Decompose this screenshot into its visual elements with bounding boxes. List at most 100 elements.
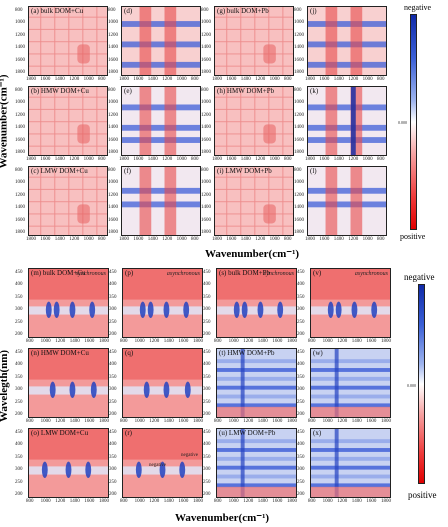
x-tick: 1800 xyxy=(26,237,36,242)
y-tick: 1600 xyxy=(201,57,211,63)
x-tick: 1000 xyxy=(176,77,187,82)
x-tick: 1000 xyxy=(322,419,333,424)
x-tick: 1800 xyxy=(305,77,315,82)
y-tick: 1000 xyxy=(294,100,304,106)
y-tick: 400 xyxy=(15,442,23,448)
y-tick: 350 xyxy=(203,374,211,380)
panel-c-label: (c) LMW DOM+Cu xyxy=(31,167,88,175)
x-tick: 800 xyxy=(284,237,292,242)
panel-f: (f) xyxy=(121,166,201,236)
panel-v-label: (v) xyxy=(313,269,322,277)
panel-e-map xyxy=(122,87,200,155)
panel-j: (j) xyxy=(307,6,387,76)
y-tick: 300 xyxy=(203,387,211,393)
y-tick: 800 xyxy=(108,8,116,13)
y-tick: 800 xyxy=(15,88,23,93)
y-tick: 1800 xyxy=(201,150,211,155)
panel-q-label: (q) xyxy=(125,349,134,357)
x-tick: 1000 xyxy=(269,237,280,242)
x-tick: 1200 xyxy=(255,77,266,82)
y-tick: 1200 xyxy=(15,192,25,198)
panel-r: (r) negative negative xyxy=(122,428,203,498)
x-tick: 1400 xyxy=(69,339,80,344)
x-tick: 1400 xyxy=(240,77,251,82)
x-tick: 1400 xyxy=(257,499,268,504)
x-tick: 1200 xyxy=(348,77,359,82)
y-tick: 350 xyxy=(15,374,23,380)
x-tick: 1600 xyxy=(133,237,144,242)
x-tick: 800 xyxy=(308,339,316,344)
y-tick: 400 xyxy=(203,282,211,288)
x-tick: 1600 xyxy=(133,77,144,82)
y-tick: 450 xyxy=(109,270,117,275)
y-tick: 1000 xyxy=(15,180,25,186)
panel-x: (x) xyxy=(310,428,391,498)
y-tick: 1000 xyxy=(294,180,304,186)
y-tick: 1200 xyxy=(108,32,118,38)
x-tick: 1000 xyxy=(176,157,187,162)
y-tick: 250 xyxy=(109,399,117,405)
y-tick: 350 xyxy=(15,294,23,300)
x-tick: 1400 xyxy=(257,419,268,424)
y-tick: 1600 xyxy=(15,137,25,143)
x-tick: 800 xyxy=(120,419,128,424)
panel-n: (n) HMW DOM+Cu xyxy=(28,348,109,418)
panel-k-map xyxy=(308,87,386,155)
y-tick: 300 xyxy=(109,307,117,313)
x-tick: 1000 xyxy=(322,339,333,344)
x-tick: 1800 xyxy=(193,499,203,504)
panel-k-label: (k) xyxy=(310,87,319,95)
y-tick: 200 xyxy=(203,492,211,497)
y-tick: 1400 xyxy=(201,45,211,51)
x-tick: 800 xyxy=(120,499,128,504)
x-tick: 1800 xyxy=(287,339,297,344)
x-tick: 1400 xyxy=(147,157,158,162)
x-tick: 1000 xyxy=(40,419,51,424)
y-tick: 250 xyxy=(109,479,117,485)
y-tick: 350 xyxy=(203,454,211,460)
y-tick: 1000 xyxy=(108,100,118,106)
panel-w-map xyxy=(311,349,390,417)
panel-n-map xyxy=(29,349,108,417)
x-tick: 1200 xyxy=(337,419,348,424)
y-tick: 800 xyxy=(294,168,302,173)
y-tick: 1600 xyxy=(108,137,118,143)
y-tick: 400 xyxy=(297,442,305,448)
x-tick: 1400 xyxy=(147,237,158,242)
top-colorbar-positive: positive xyxy=(400,232,426,241)
panel-d: (d) xyxy=(121,6,201,76)
x-tick: 1200 xyxy=(149,419,160,424)
y-tick: 200 xyxy=(297,332,305,337)
x-tick: 1600 xyxy=(272,339,283,344)
y-tick: 1200 xyxy=(201,32,211,38)
panel-c: (c) LMW DOM+Cu xyxy=(28,166,108,236)
y-tick: 1600 xyxy=(201,217,211,223)
x-tick: 1600 xyxy=(319,237,330,242)
x-tick: 1600 xyxy=(40,77,51,82)
y-tick: 400 xyxy=(109,362,117,368)
y-tick: 450 xyxy=(109,430,117,435)
y-tick: 1200 xyxy=(201,192,211,198)
x-tick: 1200 xyxy=(162,237,173,242)
panel-l: (l) xyxy=(307,166,387,236)
y-tick: 300 xyxy=(15,307,23,313)
y-tick: 450 xyxy=(109,350,117,355)
panel-g-map xyxy=(215,7,293,75)
x-tick: 1000 xyxy=(362,157,373,162)
y-tick: 1200 xyxy=(108,192,118,198)
panel-b: (b) HMW DOM+Cu xyxy=(28,86,108,156)
x-tick: 1600 xyxy=(366,419,377,424)
x-tick: 1800 xyxy=(26,77,36,82)
y-tick: 400 xyxy=(297,282,305,288)
panel-i-map xyxy=(215,167,293,235)
y-tick: 350 xyxy=(15,454,23,460)
x-tick: 1600 xyxy=(272,499,283,504)
panel-a-label: (a) bulk DOM+Cu xyxy=(31,7,84,15)
bottom-xlabel: Wavenumber(cm⁻¹) xyxy=(175,512,270,524)
y-tick: 350 xyxy=(297,454,305,460)
x-tick: 800 xyxy=(308,499,316,504)
x-tick: 1200 xyxy=(243,419,254,424)
y-tick: 1200 xyxy=(201,112,211,118)
y-tick: 200 xyxy=(15,492,23,497)
y-tick: 1800 xyxy=(201,230,211,235)
